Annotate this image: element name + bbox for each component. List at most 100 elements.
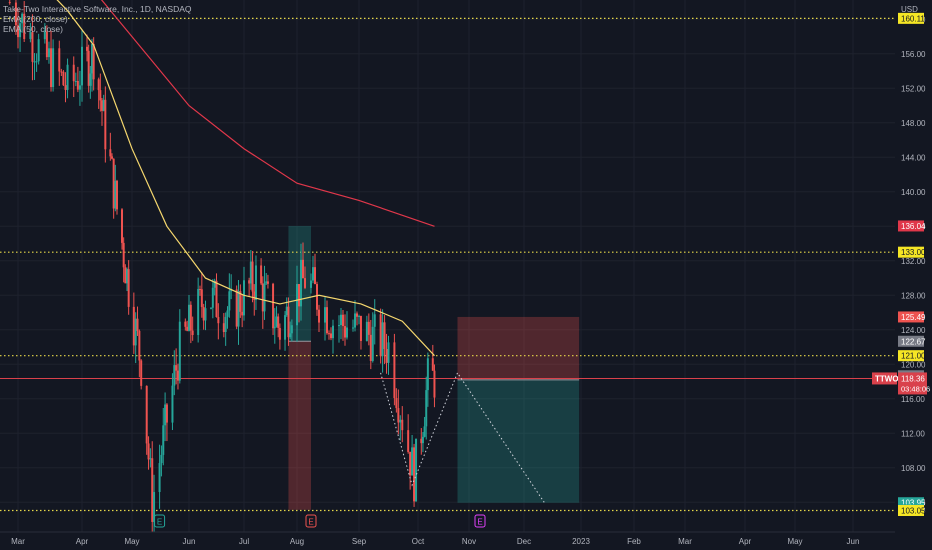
y-tick-label: 128.00 (901, 291, 926, 300)
candle (66, 58, 69, 99)
price-label-bg (898, 311, 924, 323)
candle (160, 445, 163, 477)
candle-body (249, 261, 252, 284)
candle (373, 299, 376, 345)
last-price-bg (898, 372, 927, 395)
candle (136, 306, 139, 336)
candle (318, 304, 320, 332)
candle (298, 283, 300, 323)
candle (19, 17, 22, 52)
candle (151, 441, 154, 535)
candle-body (290, 325, 293, 334)
candle (371, 312, 374, 363)
candle (235, 285, 238, 330)
candle-body (379, 314, 382, 357)
candle (359, 315, 362, 350)
candle-body (409, 451, 412, 476)
price-axis: USD104.00108.00112.00116.00120.00124.001… (895, 0, 932, 550)
candle-body (184, 321, 187, 327)
candle-body (127, 269, 130, 307)
candle (413, 443, 416, 507)
candle-body (340, 314, 342, 326)
ema50-legend[interactable]: EMA (50, close) (3, 24, 63, 34)
x-tick-label: Feb (627, 537, 641, 546)
candle (132, 292, 135, 354)
ema200-line (100, 0, 435, 227)
candle (104, 86, 107, 163)
candle-body (330, 333, 332, 339)
candle-body (122, 242, 125, 268)
earnings-marker-1: E (305, 514, 317, 528)
ticker-bg (872, 372, 897, 385)
last-price-value: 118.36 (901, 374, 925, 383)
candle (290, 319, 293, 342)
candle (111, 153, 113, 160)
candle-body (251, 261, 254, 292)
symbol-title[interactable]: Take-Two Interactive Software, Inc., 1D,… (3, 4, 192, 14)
candle (285, 297, 288, 317)
candle-body (50, 48, 53, 88)
price-label-text: 125.49 (901, 313, 926, 322)
price-label-136.04: 136.04 (898, 220, 926, 232)
candle (421, 432, 424, 453)
candle-body (33, 61, 36, 63)
candle-body (199, 288, 201, 290)
candle-body (176, 370, 179, 381)
candle (149, 448, 152, 468)
candle (287, 297, 290, 346)
countdown-label: 03:48:06 (901, 384, 930, 393)
candle (379, 308, 382, 364)
candle-body (224, 316, 227, 332)
price-label-text: 160.11 (901, 14, 925, 23)
ema200-legend[interactable]: EMA (200, close) (3, 14, 68, 24)
candle-body (395, 398, 398, 409)
candle (381, 309, 384, 373)
candle (342, 309, 344, 341)
candle (237, 279, 240, 345)
candle (266, 274, 269, 289)
x-tick-label: Dec (517, 537, 531, 546)
candle-body (204, 308, 207, 321)
y-tick-label: 124.00 (901, 326, 926, 335)
candle-body (124, 267, 127, 284)
candle (409, 451, 412, 490)
candle (188, 295, 190, 332)
candle (330, 327, 332, 341)
candle-body (202, 306, 205, 321)
candle-body (173, 365, 176, 386)
candle (37, 33, 40, 65)
candle-body (86, 46, 88, 51)
price-axis-bg (895, 0, 932, 550)
candle-body (275, 316, 278, 327)
candle (184, 318, 187, 331)
candle-body (126, 269, 128, 284)
candle-body (151, 458, 154, 522)
candle-body (78, 85, 81, 90)
candle-body (138, 330, 141, 361)
candle (178, 309, 181, 384)
candle (239, 284, 242, 318)
candle (76, 66, 79, 93)
candle-body (373, 314, 376, 327)
candle-body (76, 80, 79, 90)
earnings-label: E (308, 518, 313, 527)
candle (393, 333, 396, 406)
candle (222, 313, 225, 338)
candle (127, 260, 130, 315)
candle-body (261, 283, 264, 312)
candle-body (31, 32, 34, 62)
candle-body (136, 318, 139, 331)
candle (47, 41, 50, 64)
candle (29, 22, 32, 43)
candle (289, 321, 292, 340)
candle-body (211, 287, 214, 308)
candle (415, 438, 418, 502)
candle (189, 301, 192, 344)
candle (58, 40, 61, 86)
price-label-bg (898, 220, 924, 232)
candle (23, 1, 26, 42)
candle-body (149, 458, 152, 460)
candle (241, 294, 244, 328)
